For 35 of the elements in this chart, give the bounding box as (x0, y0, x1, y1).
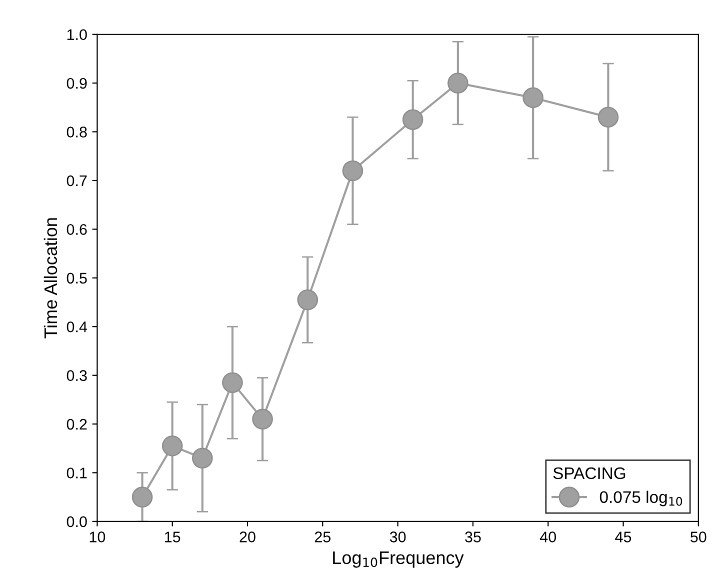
point (598, 106, 619, 128)
point (162, 436, 183, 456)
y-axis-title: Time Allocation (44, 218, 58, 338)
legend-title: SPACING (553, 467, 626, 480)
point (192, 448, 213, 469)
x-tick-label: 15 (165, 532, 180, 542)
x-tick-label: 25 (314, 532, 331, 542)
y-tick-label: 0.7 (66, 175, 87, 186)
point (222, 372, 243, 394)
y-tick-label: 0.1 (66, 468, 87, 478)
point (448, 72, 468, 94)
point (402, 109, 424, 130)
y-tick-label: 0.0 (66, 516, 87, 528)
y-tick-label: 0.2 (66, 418, 87, 430)
y-tick-label: 0.8 (66, 126, 87, 138)
y-tick-label: 0.6 (66, 224, 87, 235)
point (342, 160, 364, 182)
point (522, 87, 544, 108)
x-tick-label: 20 (240, 532, 256, 542)
x-tick-label: 10 (90, 532, 106, 542)
point (297, 289, 318, 310)
y-tick-label: 0.5 (66, 272, 87, 284)
y-tick-label: 0.9 (66, 78, 87, 89)
x-tick-label: 35 (465, 532, 481, 542)
x-tick-label: 50 (690, 532, 706, 542)
point (132, 486, 153, 508)
y-tick-label: 1.0 (67, 29, 87, 40)
x-tick-label: 30 (390, 532, 406, 542)
y-tick-label: 0.3 (66, 370, 87, 381)
y-tick-label: 0.4 (66, 321, 88, 332)
legend-label: 0.075 log$_{10}$ (600, 490, 682, 506)
point (252, 408, 273, 430)
x-tick-label: 40 (540, 532, 556, 542)
x-tick-label: 45 (615, 532, 632, 542)
x-axis-title: Log$_{10}$Frequency (333, 552, 464, 568)
